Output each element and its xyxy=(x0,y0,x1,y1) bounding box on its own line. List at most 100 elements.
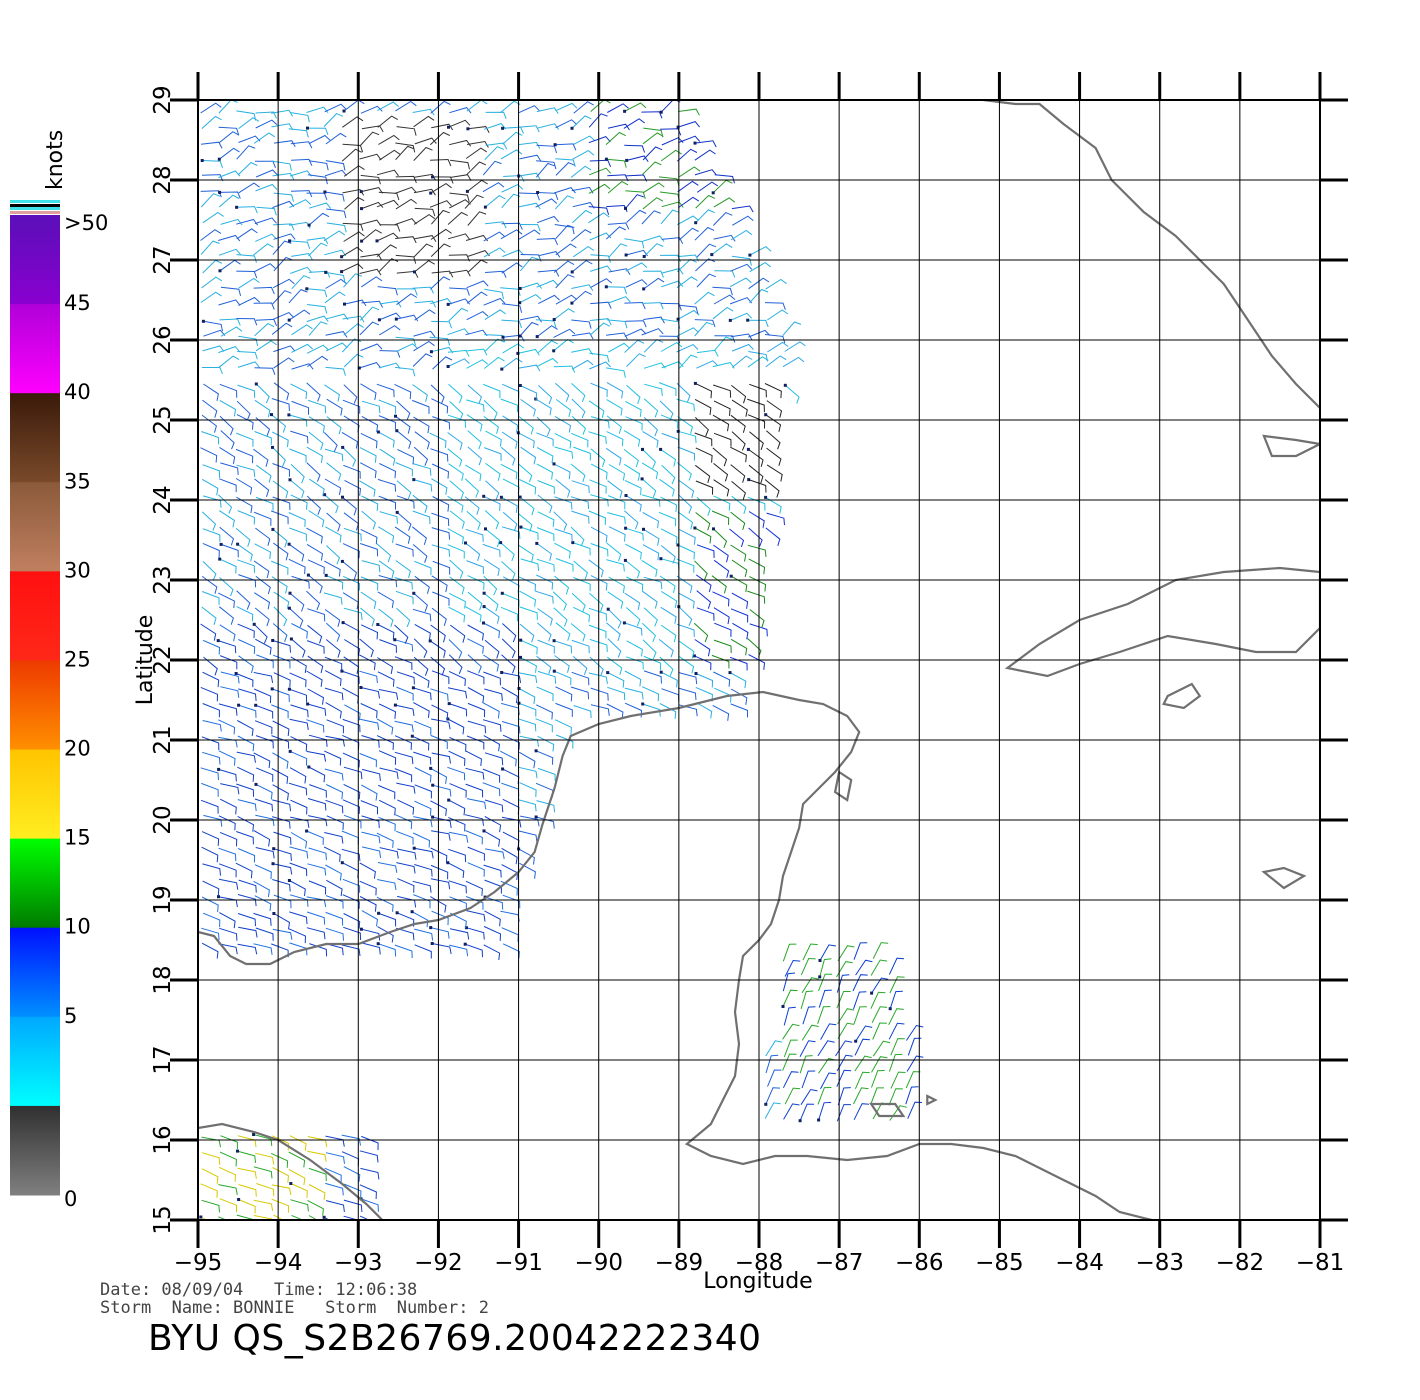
wind-barb xyxy=(520,446,537,465)
wind-barb xyxy=(219,191,241,199)
wind-barb xyxy=(271,1198,290,1213)
wind-barb xyxy=(448,383,463,404)
rain-flag-marker xyxy=(642,527,645,531)
wind-barb xyxy=(466,798,487,810)
wind-barb xyxy=(447,414,467,428)
wind-barb xyxy=(517,672,538,684)
wind-barb xyxy=(678,166,701,178)
wind-barb xyxy=(235,218,259,226)
wind-barb xyxy=(818,973,833,992)
rain-flag-marker xyxy=(271,445,274,449)
wind-barb xyxy=(343,415,360,433)
wind-barb xyxy=(465,767,485,780)
wind-barb xyxy=(324,832,344,844)
wind-barb xyxy=(485,480,500,500)
wind-barb xyxy=(765,278,787,290)
wind-barb xyxy=(378,608,394,627)
rain-flag-marker xyxy=(342,109,346,113)
wind-barb xyxy=(360,174,381,185)
wind-barb xyxy=(767,1069,782,1087)
rain-flag-marker xyxy=(624,526,628,530)
wind-barb xyxy=(659,191,680,202)
wind-barb xyxy=(607,123,630,131)
wind-barb xyxy=(432,416,451,430)
wind-barb xyxy=(272,623,288,642)
wind-barb xyxy=(500,542,515,562)
wind-barb xyxy=(289,592,305,612)
wind-barb xyxy=(308,880,327,895)
wind-barb xyxy=(571,432,589,448)
wind-barb xyxy=(466,100,488,112)
wind-barb xyxy=(394,639,414,652)
wind-barb xyxy=(308,1215,318,1220)
wind-barb xyxy=(218,878,239,890)
wind-barb xyxy=(590,278,613,288)
rain-flag-marker xyxy=(518,334,522,338)
wind-barb xyxy=(396,830,414,845)
wind-barb xyxy=(747,414,766,429)
wind-barb xyxy=(467,670,485,685)
wind-barb xyxy=(378,912,397,927)
rain-flag-marker xyxy=(289,1182,293,1185)
wind-barb xyxy=(413,687,432,701)
wind-barb xyxy=(694,140,717,148)
wind-barb xyxy=(359,862,376,879)
wind-barb xyxy=(218,592,235,609)
rain-flag-marker xyxy=(341,445,345,449)
wind-barb xyxy=(483,575,498,596)
x-axis-title: Longitude xyxy=(703,1269,812,1294)
wind-barb xyxy=(253,511,272,526)
wind-barb xyxy=(467,654,482,674)
wind-barb xyxy=(659,703,677,719)
wind-barb xyxy=(853,991,867,1010)
wind-barb xyxy=(483,592,499,612)
wind-barb xyxy=(782,321,802,337)
wind-barb xyxy=(536,463,554,480)
wind-barb xyxy=(854,1071,870,1090)
wind-barb xyxy=(344,479,362,496)
wind-barb xyxy=(658,511,677,527)
wind-barb xyxy=(379,639,397,653)
wind-barb xyxy=(431,478,448,495)
wind-barb xyxy=(290,1183,308,1198)
wind-barb xyxy=(291,1214,304,1220)
wind-barb xyxy=(253,912,272,926)
wind-barb xyxy=(414,800,432,816)
wind-barb xyxy=(218,170,241,178)
wind-barb xyxy=(273,223,295,231)
wind-barb xyxy=(288,782,308,796)
wind-barb xyxy=(800,990,814,1010)
wind-barb xyxy=(571,480,590,494)
wind-barb xyxy=(290,383,308,400)
wind-barb xyxy=(696,607,715,621)
rain-flag-marker xyxy=(375,239,379,243)
wind-barb xyxy=(642,544,660,561)
wind-barb xyxy=(500,398,519,413)
wind-barb xyxy=(765,414,782,432)
wind-barb xyxy=(748,351,768,362)
wind-barb xyxy=(871,977,889,994)
rain-flag-marker xyxy=(359,927,363,931)
wind-barb xyxy=(765,1054,779,1074)
wind-barb xyxy=(536,160,557,170)
rain-flag-marker xyxy=(641,447,644,451)
wind-barb xyxy=(325,927,344,941)
wind-barb xyxy=(255,1152,275,1165)
wind-barb xyxy=(255,735,274,749)
wind-barb xyxy=(484,510,500,530)
wind-barb xyxy=(730,312,753,321)
wind-barb xyxy=(465,606,482,623)
rain-flag-marker xyxy=(552,639,556,643)
wind-barb xyxy=(660,528,678,545)
wind-barb xyxy=(782,1053,797,1071)
wind-barb xyxy=(220,462,239,475)
wind-barb xyxy=(326,512,341,532)
rain-flag-marker xyxy=(340,270,344,274)
wind-barb xyxy=(379,448,396,466)
wind-barb xyxy=(412,608,432,622)
wind-barb xyxy=(219,624,236,642)
wind-barb xyxy=(235,528,251,547)
rain-flag-marker xyxy=(395,510,399,514)
wind-barb xyxy=(396,126,417,136)
wind-barb xyxy=(237,1150,256,1163)
